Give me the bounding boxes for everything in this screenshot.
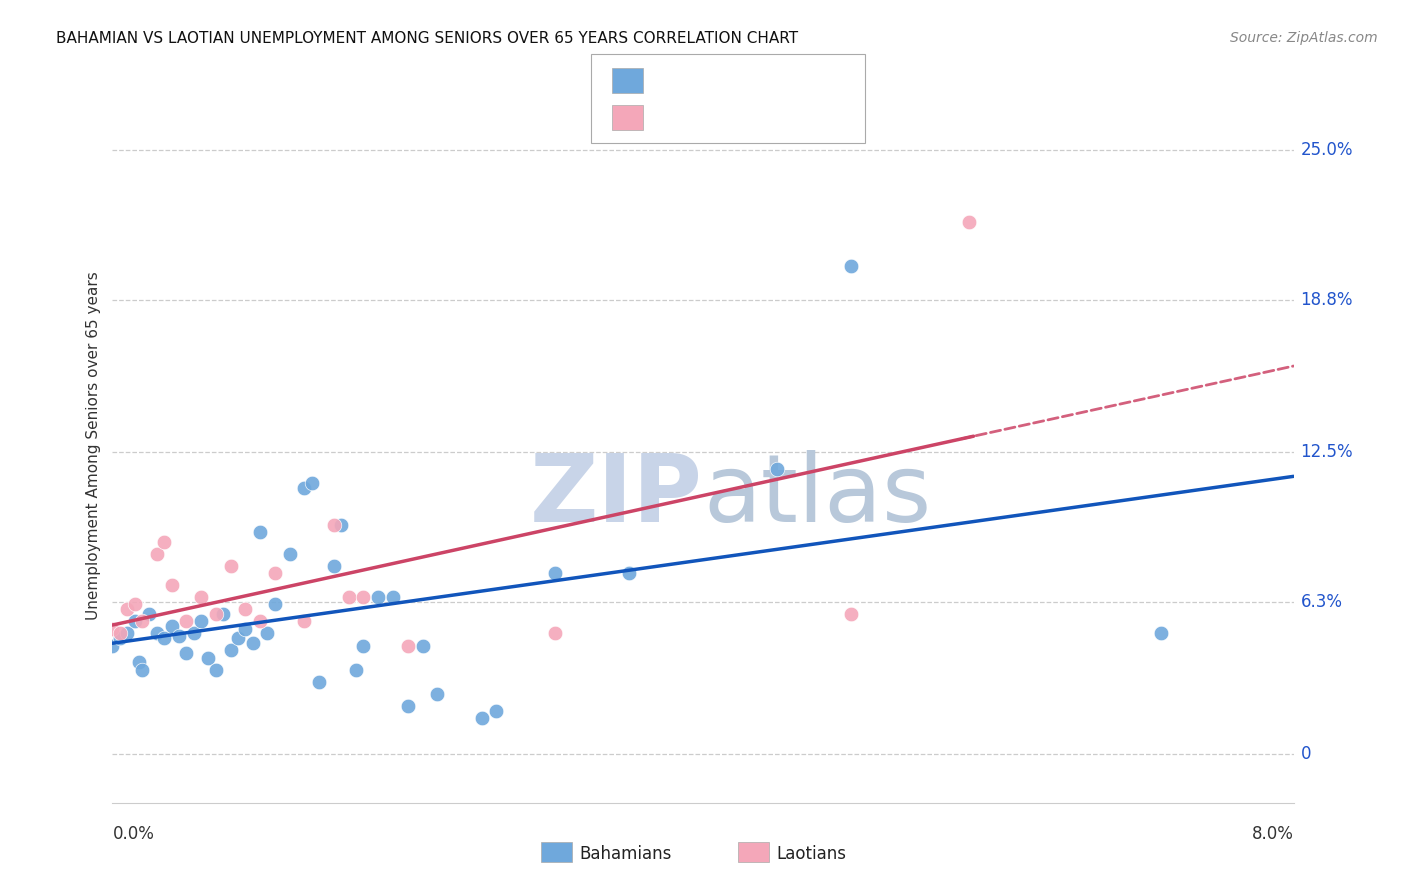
Point [108,626,131,640]
Point [292,615,315,629]
Point [153,632,176,646]
Text: N =: N = [740,107,787,125]
Point [183,626,205,640]
Point [544,626,567,640]
Text: 6.3%: 6.3% [1301,593,1343,611]
Text: 25.0%: 25.0% [1301,141,1353,159]
Point [839,259,862,273]
Text: atlas: atlas [703,450,931,542]
Point [278,547,301,561]
Text: Laotians: Laotians [776,845,846,863]
Point [174,646,197,660]
Point [381,590,405,604]
Point [249,524,271,539]
Point [330,517,353,532]
Text: Bahamians: Bahamians [579,845,672,863]
Text: Source: ZipAtlas.com: Source: ZipAtlas.com [1230,31,1378,45]
Point [205,607,228,621]
Point [957,215,980,229]
Point [323,517,346,532]
Point [256,626,278,640]
Point [146,626,169,640]
Point [101,639,124,653]
Point [344,663,367,677]
Point [190,615,212,629]
Point [167,629,190,643]
Point [396,699,419,714]
Text: 12.5%: 12.5% [1301,443,1353,461]
Point [219,643,242,657]
Point [249,615,271,629]
Point [146,547,169,561]
Point [839,607,862,621]
Text: 0.221: 0.221 [690,107,747,125]
Point [352,639,374,653]
Point [160,578,183,592]
Point [301,476,323,491]
Point [426,687,449,701]
Point [205,663,228,677]
Point [153,534,176,549]
Point [233,602,256,616]
Text: 8.0%: 8.0% [1251,825,1294,843]
Point [412,639,434,653]
Point [226,632,249,646]
Point [174,615,197,629]
Point [101,622,124,636]
Point [323,558,346,573]
Point [766,462,789,476]
Text: BAHAMIAN VS LAOTIAN UNEMPLOYMENT AMONG SENIORS OVER 65 YEARS CORRELATION CHART: BAHAMIAN VS LAOTIAN UNEMPLOYMENT AMONG S… [56,31,799,46]
Point [131,615,153,629]
Text: 0.0%: 0.0% [112,825,155,843]
Text: 23: 23 [790,107,815,125]
Point [619,566,641,580]
Point [190,590,212,604]
Point [212,607,235,621]
Point [233,622,256,636]
Y-axis label: Unemployment Among Seniors over 65 years: Unemployment Among Seniors over 65 years [86,272,101,620]
Point [292,481,315,495]
Point [264,566,287,580]
Point [544,566,567,580]
Point [117,626,138,640]
Point [308,674,330,689]
Text: 18.8%: 18.8% [1301,291,1353,309]
Point [337,590,360,604]
Point [138,607,160,621]
Text: ZIP: ZIP [530,450,703,542]
Point [1150,626,1173,640]
Point [124,598,146,612]
Point [108,632,131,646]
Point [485,704,508,718]
Text: 44: 44 [790,70,815,88]
Point [264,598,287,612]
Text: N =: N = [740,70,787,88]
Point [128,656,150,670]
Point [242,636,264,650]
Point [160,619,183,633]
Point [396,639,419,653]
Point [367,590,389,604]
Text: R =: R = [651,70,688,88]
Point [197,650,219,665]
Point [131,663,153,677]
Text: 0.250: 0.250 [690,70,747,88]
Point [219,558,242,573]
Point [124,615,146,629]
Text: 0: 0 [1301,746,1310,764]
Point [352,590,374,604]
Text: R =: R = [651,107,692,125]
Point [117,602,138,616]
Point [470,711,494,725]
